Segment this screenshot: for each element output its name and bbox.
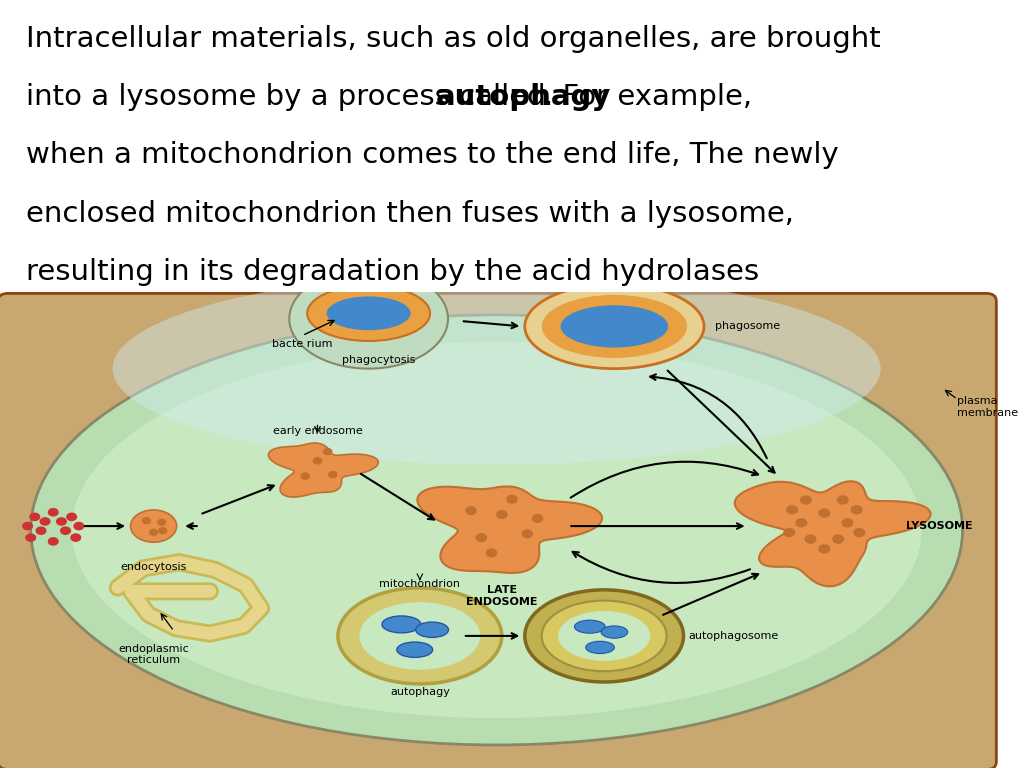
Circle shape xyxy=(23,522,33,530)
Text: . For example,: . For example, xyxy=(544,83,752,111)
Ellipse shape xyxy=(338,588,502,684)
Circle shape xyxy=(36,527,46,535)
Circle shape xyxy=(805,535,816,543)
Circle shape xyxy=(833,535,844,543)
Circle shape xyxy=(159,528,167,534)
Circle shape xyxy=(801,496,811,504)
FancyBboxPatch shape xyxy=(0,293,996,768)
Circle shape xyxy=(150,529,158,535)
Text: autophagy: autophagy xyxy=(390,687,450,697)
Circle shape xyxy=(48,508,58,516)
Circle shape xyxy=(507,495,517,503)
Ellipse shape xyxy=(382,616,421,633)
Text: autophagosome: autophagosome xyxy=(688,631,778,641)
Text: endoplasmic
reticulum: endoplasmic reticulum xyxy=(118,644,189,665)
Text: plasma
membrane: plasma membrane xyxy=(957,396,1019,418)
Circle shape xyxy=(532,515,543,522)
Ellipse shape xyxy=(113,273,881,465)
Circle shape xyxy=(26,534,36,541)
Ellipse shape xyxy=(525,284,705,369)
Text: resulting in its degradation by the acid hydrolases: resulting in its degradation by the acid… xyxy=(26,258,759,286)
Circle shape xyxy=(60,527,71,535)
Text: endocytosis: endocytosis xyxy=(121,562,186,572)
Circle shape xyxy=(48,538,58,545)
Ellipse shape xyxy=(397,642,433,657)
Polygon shape xyxy=(268,443,378,497)
Circle shape xyxy=(40,518,50,525)
Text: early endosome: early endosome xyxy=(272,426,362,436)
Text: when a mitochondrion comes to the end life, The newly: when a mitochondrion comes to the end li… xyxy=(26,141,839,169)
Circle shape xyxy=(497,511,507,518)
Circle shape xyxy=(30,513,40,521)
Circle shape xyxy=(784,528,795,537)
Ellipse shape xyxy=(601,626,628,638)
Circle shape xyxy=(301,473,309,479)
Text: autophagy: autophagy xyxy=(436,83,611,111)
Circle shape xyxy=(819,509,829,517)
Ellipse shape xyxy=(359,602,480,670)
Ellipse shape xyxy=(131,510,177,542)
Circle shape xyxy=(838,496,848,504)
Text: Intracellular materials, such as old organelles, are brought: Intracellular materials, such as old org… xyxy=(26,25,881,52)
Ellipse shape xyxy=(561,305,669,348)
Polygon shape xyxy=(418,486,602,573)
Text: LATE
ENDOSOME: LATE ENDOSOME xyxy=(466,585,538,607)
Text: into a lysosome by a process called: into a lysosome by a process called xyxy=(26,83,554,111)
Ellipse shape xyxy=(574,621,605,633)
Circle shape xyxy=(786,506,798,514)
Text: mitochondrion: mitochondrion xyxy=(379,579,461,589)
Ellipse shape xyxy=(31,315,963,745)
Ellipse shape xyxy=(558,611,650,660)
Ellipse shape xyxy=(327,296,411,330)
Text: bacte rium: bacte rium xyxy=(271,339,333,349)
Ellipse shape xyxy=(416,622,449,637)
Circle shape xyxy=(74,522,84,530)
Circle shape xyxy=(158,519,166,525)
Circle shape xyxy=(313,458,322,464)
Text: enclosed mitochondrion then fuses with a lysosome,: enclosed mitochondrion then fuses with a… xyxy=(26,200,794,227)
Ellipse shape xyxy=(290,269,449,369)
Ellipse shape xyxy=(525,590,684,682)
Circle shape xyxy=(842,519,853,527)
Circle shape xyxy=(324,449,332,455)
Circle shape xyxy=(851,506,862,514)
Text: phagosome: phagosome xyxy=(715,321,780,332)
Circle shape xyxy=(522,530,532,538)
Circle shape xyxy=(854,528,864,537)
Ellipse shape xyxy=(542,601,667,671)
Circle shape xyxy=(142,518,151,524)
Ellipse shape xyxy=(586,641,614,654)
Circle shape xyxy=(796,519,807,527)
Text: phagocytosis: phagocytosis xyxy=(342,355,416,365)
Circle shape xyxy=(56,518,67,525)
Circle shape xyxy=(329,472,337,478)
Circle shape xyxy=(476,534,486,541)
Text: LYSOSOME: LYSOSOME xyxy=(906,521,973,531)
Ellipse shape xyxy=(72,342,922,718)
Circle shape xyxy=(819,545,829,553)
Circle shape xyxy=(486,549,497,557)
Circle shape xyxy=(67,513,77,521)
Polygon shape xyxy=(735,482,931,586)
Circle shape xyxy=(466,507,476,515)
Circle shape xyxy=(71,534,81,541)
Ellipse shape xyxy=(307,286,430,341)
Ellipse shape xyxy=(542,295,687,358)
